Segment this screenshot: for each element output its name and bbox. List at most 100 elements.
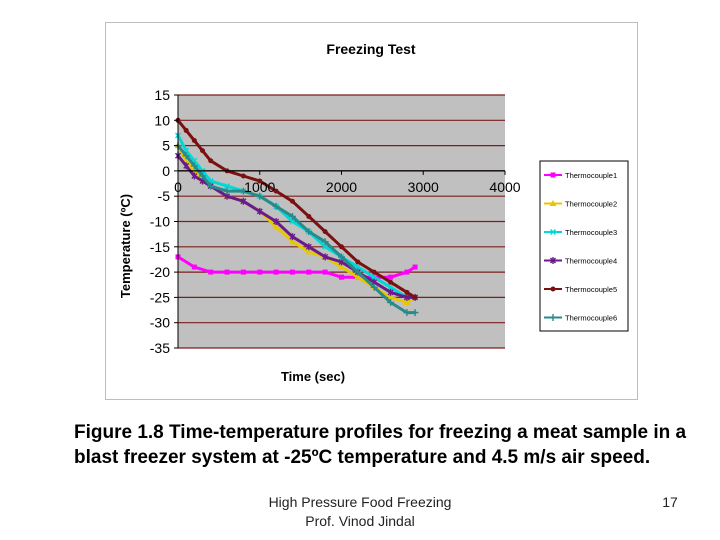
data-point — [338, 263, 345, 270]
data-point — [404, 289, 410, 295]
data-point — [182, 152, 190, 160]
data-point — [403, 298, 411, 305]
x-tick-label: 4000 — [489, 179, 520, 195]
data-point — [305, 243, 312, 251]
series-line-thermocouple6 — [176, 144, 417, 315]
series-layer — [174, 117, 419, 317]
figure-caption: Figure 1.8 Time-temperature profiles for… — [74, 422, 687, 468]
data-point — [404, 269, 410, 275]
data-point — [370, 283, 378, 291]
y-tick-label: -10 — [150, 214, 170, 230]
data-point — [272, 202, 280, 210]
data-point — [256, 192, 264, 200]
legend-item-thermocouple6: Thermocouple6 — [544, 314, 617, 323]
page-number: 17 — [662, 494, 678, 510]
legend-label: Thermocouple5 — [565, 285, 617, 294]
data-point — [338, 253, 345, 261]
data-point — [306, 213, 312, 219]
data-point — [273, 269, 279, 275]
legend-item-thermocouple2: Thermocouple2 — [544, 200, 617, 209]
y-axis-label: Temperature (ºC) — [118, 194, 133, 298]
data-point — [273, 218, 280, 225]
y-tick-label: 15 — [154, 87, 170, 103]
data-point — [387, 284, 394, 291]
data-point — [289, 269, 295, 275]
data-point — [288, 212, 296, 220]
data-point — [412, 294, 418, 300]
data-point — [412, 264, 418, 270]
data-point — [191, 172, 198, 180]
data-point — [387, 293, 395, 300]
data-point — [240, 173, 246, 179]
data-point — [273, 188, 279, 194]
legend-label: Thermocouple2 — [565, 200, 617, 209]
data-point — [403, 293, 410, 301]
data-point — [339, 274, 344, 280]
chart-title: Freezing Test — [326, 41, 416, 57]
data-point — [387, 298, 395, 306]
data-point — [371, 269, 377, 275]
data-point — [208, 269, 214, 275]
data-point — [191, 264, 197, 270]
legend-marker — [550, 229, 556, 235]
legend-item-thermocouple5: Thermocouple5 — [544, 285, 617, 294]
chart-frame: 15 10 5 0 -5 -10 -15 -20 -25 -30 -35 0 1000 2000 3000… — [105, 22, 638, 400]
y-tick-label: 5 — [162, 138, 170, 154]
data-point — [239, 187, 247, 195]
data-point — [257, 269, 263, 275]
y-tick-label: 0 — [162, 163, 170, 179]
data-point — [387, 288, 394, 296]
data-point — [288, 238, 296, 245]
x-tick-label: 0 — [174, 179, 182, 195]
legend-item-thermocouple1: Thermocouple1 — [544, 171, 617, 180]
data-point — [207, 182, 215, 190]
data-point — [190, 162, 198, 170]
legend-label: Thermocouple1 — [565, 171, 617, 180]
y-tick-label: 10 — [154, 112, 170, 128]
data-point — [339, 244, 344, 250]
data-point — [289, 233, 296, 241]
data-point — [322, 253, 329, 261]
data-point — [183, 127, 189, 133]
data-point — [240, 269, 246, 275]
data-point — [224, 183, 231, 190]
y-tick-label: -25 — [150, 289, 170, 305]
data-point — [354, 273, 362, 280]
data-point — [223, 187, 231, 195]
y-tick-label: -30 — [150, 315, 170, 331]
data-point — [183, 162, 190, 170]
data-point — [240, 197, 247, 205]
legend-box — [539, 160, 629, 332]
y-tick-label: -5 — [158, 188, 171, 204]
legend-label: Thermocouple6 — [565, 314, 617, 323]
data-point — [388, 274, 394, 280]
data-point — [371, 274, 378, 281]
x-axis-ticks: 0 1000 2000 3000 4000 — [174, 170, 521, 195]
legend-item-thermocouple4: Thermocouple4 — [544, 257, 617, 266]
data-point — [224, 269, 230, 275]
data-point — [305, 228, 313, 236]
data-point — [355, 259, 361, 265]
x-tick-label: 1000 — [244, 179, 275, 195]
legend-item-thermocouple3: Thermocouple3 — [544, 228, 617, 237]
footer-title: High Pressure Food Freezing — [268, 494, 452, 510]
x-tick-label: 3000 — [408, 179, 439, 195]
data-point — [272, 223, 280, 230]
legend-marker — [549, 314, 557, 321]
data-point — [388, 279, 394, 285]
legend-marker — [549, 200, 557, 206]
data-point — [257, 178, 263, 184]
legend-label: Thermocouple3 — [565, 228, 617, 237]
footer-author: Prof. Vinod Jindal — [305, 513, 415, 529]
data-point — [354, 268, 362, 276]
y-tick-label: -15 — [150, 239, 170, 255]
legend: Thermocouple1 Thermocouple2 Thermocouple3 T… — [539, 160, 629, 332]
data-point — [305, 248, 313, 255]
data-point — [199, 172, 207, 180]
y-tick-label: -35 — [150, 340, 170, 356]
data-point — [200, 148, 206, 154]
y-tick-label: -20 — [150, 264, 170, 280]
x-tick-label: 2000 — [326, 179, 357, 195]
